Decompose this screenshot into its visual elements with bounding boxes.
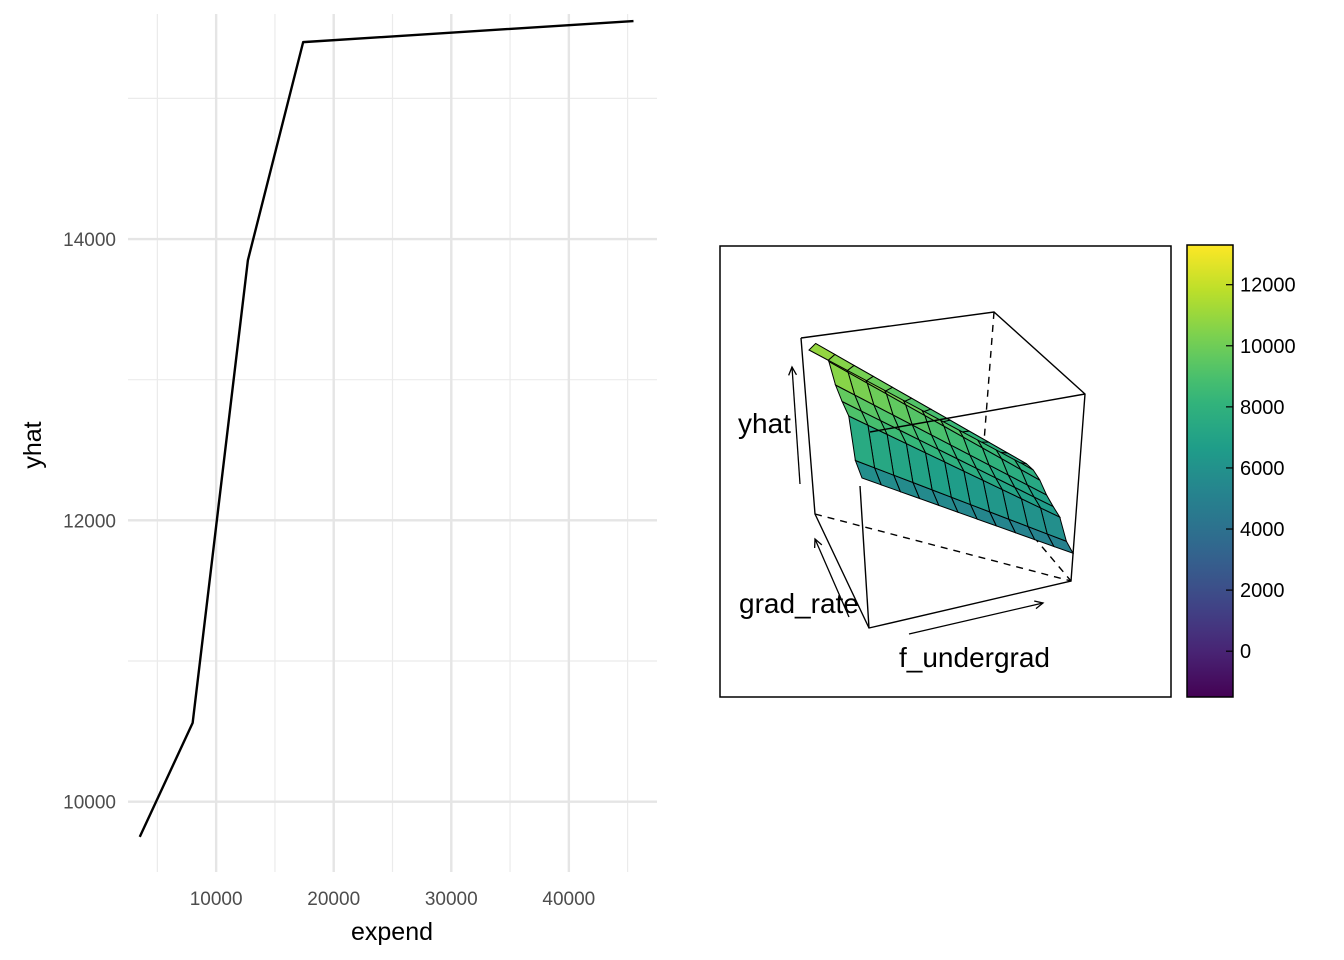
- x-tick-label: 40000: [542, 889, 595, 910]
- colorbar-tick-label: 6000: [1240, 458, 1285, 480]
- bounding-box-front: [800, 311, 1086, 629]
- y-axis-label: grad_rate: [739, 588, 859, 619]
- line-chart-ticks: 10000 20000 30000 40000 10000 12000 14000: [63, 230, 595, 910]
- surface-facet: [808, 342, 836, 361]
- colorbar-tick-label: 8000: [1240, 397, 1285, 419]
- surface-chart: yhat grad_rate f_undergrad 0 2000 4000 6000…: [719, 244, 1296, 698]
- colorbar-tick-label: 12000: [1240, 275, 1296, 297]
- colorbar-tick-label: 10000: [1240, 336, 1296, 358]
- y-axis-arrow: [814, 538, 850, 618]
- surface-plot-frame: [719, 245, 1172, 698]
- x-axis-arrow-head: [1034, 600, 1045, 610]
- x-axis-title: expend: [351, 918, 433, 946]
- x-axis-arrow: [908, 602, 1044, 635]
- box-hidden-edge: [980, 311, 995, 482]
- colorbar-ticks: 0 2000 4000 6000 8000 10000 12000: [1226, 275, 1296, 663]
- z-axis-arrow: [791, 366, 801, 485]
- colorbar-gradient: [1186, 244, 1234, 698]
- box-outline: [800, 311, 1086, 629]
- y-tick-label: 10000: [63, 793, 116, 814]
- line-chart: 10000 20000 30000 40000 10000 12000 14000 expe…: [19, 14, 657, 946]
- z-axis-label: yhat: [738, 408, 791, 439]
- x-tick-label: 20000: [307, 889, 360, 910]
- y-tick-label: 14000: [63, 230, 116, 251]
- colorbar-tick-label: 0: [1240, 641, 1251, 663]
- surface-mesh: [808, 342, 1075, 555]
- series-line: [138, 19, 634, 838]
- y-tick-label: 12000: [63, 511, 116, 532]
- box-edge: [859, 485, 870, 629]
- x-tick-label: 10000: [190, 889, 243, 910]
- box-edge: [869, 393, 1086, 433]
- line-chart-grid: [128, 14, 657, 872]
- line-chart-series: [138, 19, 634, 838]
- x-tick-label: 30000: [425, 889, 478, 910]
- z-axis-arrow-head: [788, 365, 798, 376]
- y-axis-arrow-head: [814, 537, 823, 549]
- axis-arrows: [788, 365, 1045, 635]
- colorbar: 0 2000 4000 6000 8000 10000 12000: [1186, 244, 1296, 698]
- y-axis-title: yhat: [19, 421, 47, 468]
- box-hidden-edge: [814, 513, 1072, 582]
- x-axis-label: f_undergrad: [899, 642, 1050, 673]
- colorbar-tick-label: 4000: [1240, 519, 1285, 541]
- colorbar-tick-label: 2000: [1240, 580, 1285, 602]
